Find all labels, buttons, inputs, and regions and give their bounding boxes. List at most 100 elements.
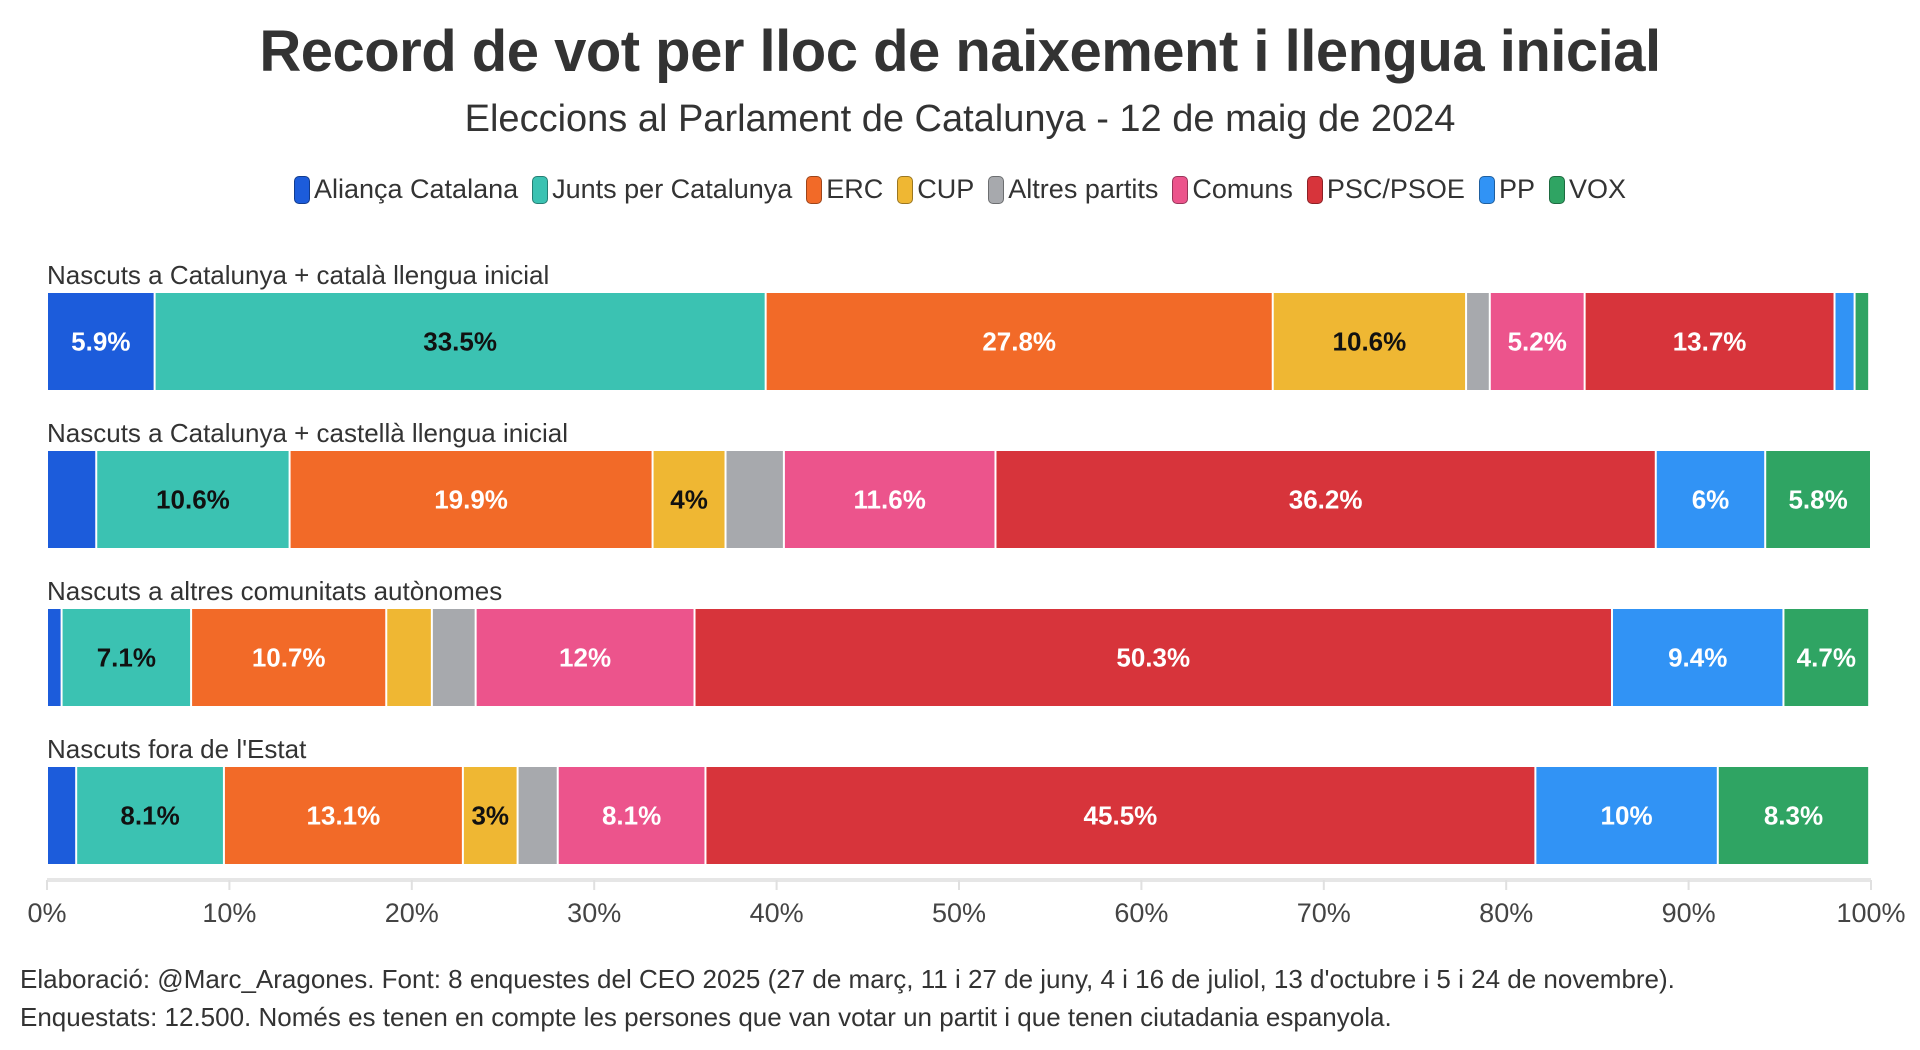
legend-item: Comuns [1172,174,1293,205]
bar-segment [1766,451,1870,548]
data-label: 7.1% [97,643,156,673]
footer-source: Elaboració: @Marc_Aragones. Font: 8 enqu… [20,964,1675,994]
data-label: 12% [559,643,611,673]
legend-swatch [897,175,914,204]
legend-label: ERC [826,174,884,204]
bar-segment [463,767,517,864]
legend-item: ERC [806,174,883,205]
data-label: 5.2% [1508,327,1567,357]
legend-item: PP [1478,174,1535,205]
data-label: 10.6% [156,485,230,515]
bar-segment [48,451,96,548]
data-label: 10.7% [252,643,326,673]
bar-segment [558,767,705,864]
x-tick-label: 80% [1479,898,1533,928]
data-label: 33.5% [423,327,497,357]
bar-segment [155,293,765,390]
data-label: 5.8% [1788,485,1847,515]
row-label: Nascuts a Catalunya + castellà llengua i… [47,418,568,448]
row-label: Nascuts fora de l'Estat [47,734,307,764]
bar-segment [1835,293,1854,390]
data-label: 45.5% [1084,801,1158,831]
legend-label: PSC/PSOE [1326,174,1465,204]
bar-segment [476,609,694,706]
data-label: 8.3% [1764,801,1823,831]
legend-swatch [988,175,1005,204]
data-label: 13.7% [1673,327,1747,357]
bar-segment [653,451,725,548]
bar-segment [1536,767,1717,864]
bar-segment [1612,609,1783,706]
data-label: 4.7% [1797,643,1856,673]
legend-swatch [1548,175,1565,204]
legend-item: Altres partits [988,174,1158,205]
row-label: Nascuts a Catalunya + català llengua ini… [47,260,549,290]
data-label: 5.9% [71,327,130,357]
footer-note: Enquestats: 12.500. Només es tenen en co… [20,1002,1392,1032]
x-tick-label: 10% [202,898,256,928]
bar-segment [224,767,462,864]
x-tick-label: 50% [932,898,986,928]
bar-segment [1784,609,1869,706]
bar-segment [1656,451,1765,548]
bar-segment [48,609,61,706]
bar-segment [1490,293,1584,390]
bar-segment [97,451,289,548]
bar-segment [996,451,1655,548]
bar-segment [48,293,154,390]
data-label: 3% [471,801,509,831]
x-tick-label: 40% [750,898,804,928]
legend-item: PSC/PSOE [1306,174,1465,205]
bar-segment [706,767,1535,864]
legend-swatch [532,175,549,204]
legend-label: CUP [917,174,975,204]
bar-segment [766,293,1272,390]
data-label: 11.6% [854,485,926,515]
legend-swatch [1478,175,1495,204]
bar-segment [726,451,783,548]
bar-segment [1855,293,1869,390]
legend-swatch [1306,175,1323,204]
chart-title: Record de vot per lloc de naixement i ll… [259,19,1661,84]
legend-swatch [806,175,823,204]
x-tick-label: 20% [385,898,439,928]
x-tick-label: 100% [1836,898,1905,928]
legend-item: Aliança Catalana [293,174,519,205]
data-label: 13.1% [307,801,381,831]
x-tick-label: 90% [1662,898,1716,928]
bar-segment [1585,293,1834,390]
bar-segment [290,451,652,548]
bar-segment [518,767,557,864]
bar-segment [695,609,1611,706]
legend: Aliança Catalana Junts per Catalunya ERC CU… [0,174,1920,205]
row-label: Nascuts a altres comunitats autònomes [47,576,502,606]
bar-segment [48,767,76,864]
bar-segment [192,609,386,706]
legend-label: Junts per Catalunya [552,174,793,204]
data-label: 10.6% [1333,327,1407,357]
legend-label: Altres partits [1008,174,1159,204]
bar-segment [77,767,223,864]
legend-swatch [1172,175,1189,204]
x-tick-label: 30% [567,898,621,928]
legend-label: VOX [1568,174,1626,204]
legend-swatch [293,175,310,204]
data-label: 10% [1601,801,1653,831]
bar-segment [1273,293,1466,390]
legend-item: CUP [897,174,974,205]
legend-label: Aliança Catalana [313,174,519,204]
legend-label: Comuns [1192,174,1293,204]
legend-item: Junts per Catalunya [532,174,792,205]
data-label: 4% [670,485,708,515]
bar-segment [62,609,191,706]
footer: Elaboració: @Marc_Aragones. Font: 8 enqu… [20,960,1675,1036]
x-tick-label: 0% [27,898,66,928]
x-tick-label: 70% [1297,898,1351,928]
data-label: 19.9% [434,485,508,515]
bar-segment [432,609,475,706]
data-label: 6% [1692,485,1730,515]
data-label: 50.3% [1116,643,1190,673]
data-label: 36.2% [1289,485,1363,515]
x-tick-label: 60% [1114,898,1168,928]
